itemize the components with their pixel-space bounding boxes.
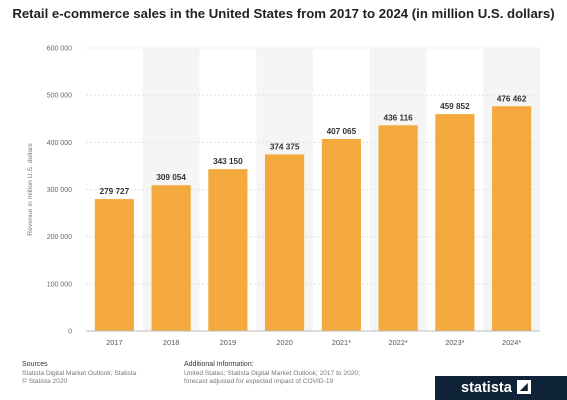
- bar-value-label: 279 727: [100, 187, 130, 196]
- statista-logo-icon: [516, 380, 531, 394]
- brand-name: statista: [461, 380, 512, 396]
- additional-info-block: Additional Information: United States; S…: [184, 361, 360, 387]
- y-tick-label: 0: [68, 329, 72, 336]
- y-tick-label: 400 000: [47, 140, 72, 147]
- y-tick-label: 100 000: [47, 281, 72, 288]
- y-tick-label: 200 000: [47, 234, 72, 241]
- x-tick-label: 2024*: [502, 338, 521, 347]
- x-tick-label: 2017: [106, 338, 122, 347]
- statista-brand[interactable]: statista: [435, 376, 567, 400]
- x-tick-label: 2022*: [388, 338, 407, 347]
- bar-value-label: 407 065: [327, 127, 357, 136]
- additional-info-line: forecast adjusted for expected impact of…: [184, 378, 334, 386]
- y-tick-label: 500 000: [47, 93, 72, 100]
- y-tick-label: 600 000: [47, 46, 72, 53]
- x-tick-label: 2018: [163, 338, 179, 347]
- bar: [94, 199, 134, 331]
- sources-line: Statista Digital Market Outlook; Statist…: [22, 369, 137, 377]
- sources-block: Sources Statista Digital Market Outlook;…: [22, 361, 136, 387]
- x-tick-label: 2020: [276, 338, 292, 347]
- bar: [492, 106, 532, 331]
- chart-title: Retail e-commerce sales in the United St…: [12, 6, 555, 21]
- y-axis-title: Revenue in million U.S. dollars: [27, 143, 34, 236]
- additional-info-line: United States; Statista Digital Market O…: [184, 369, 360, 377]
- sources-heading: Sources: [22, 361, 48, 368]
- bar: [208, 169, 248, 331]
- copyright-line: © Statista 2020: [22, 378, 68, 386]
- x-tick-label: 2019: [220, 338, 236, 347]
- x-tick-label: 2023*: [445, 338, 464, 347]
- bar: [435, 114, 475, 331]
- bar-chart: 0 100 000 200 000 300 000 400 000 500 000 600 …: [27, 46, 540, 347]
- bar-value-label: 343 150: [213, 157, 243, 166]
- bar-value-label: 374 375: [270, 142, 300, 151]
- bar-value-label: 476 462: [497, 94, 527, 103]
- bar: [321, 139, 361, 331]
- bar: [151, 185, 191, 331]
- y-tick-label: 300 000: [47, 187, 72, 194]
- bar-value-label: 459 852: [440, 102, 470, 111]
- x-tick-label: 2021*: [332, 338, 351, 347]
- bar-value-label: 436 116: [384, 113, 414, 122]
- bar: [265, 154, 305, 331]
- bar: [378, 125, 418, 332]
- bar-value-label: 309 054: [156, 173, 186, 182]
- additional-info-heading: Additional Information:: [184, 361, 254, 368]
